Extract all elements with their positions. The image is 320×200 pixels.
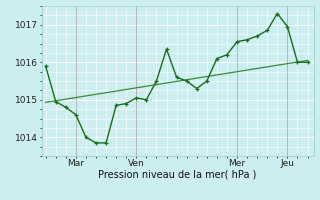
- X-axis label: Pression niveau de la mer( hPa ): Pression niveau de la mer( hPa ): [99, 170, 257, 180]
